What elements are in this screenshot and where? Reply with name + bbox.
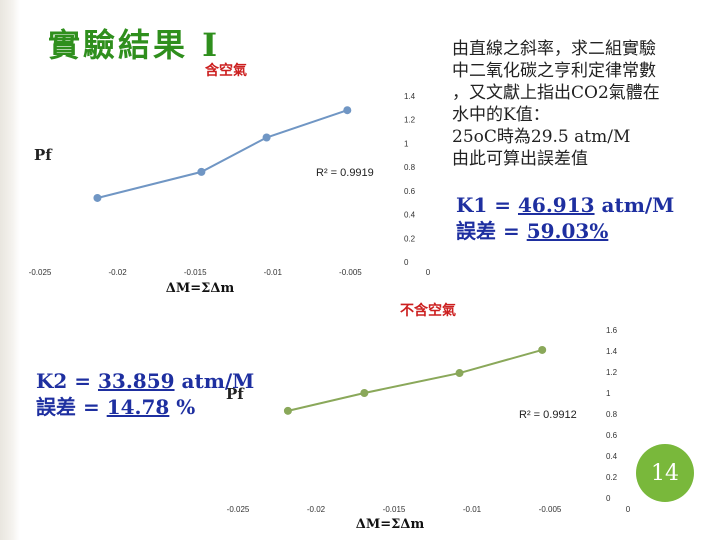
x-tick-label: -0.005 [339,268,362,277]
note-line: 由此可算出誤差值 [452,149,588,169]
data-point [538,345,547,354]
note-line: 中二氧化碳之亨利定律常數 [452,61,656,81]
x-tick-label: 0 [426,268,431,277]
y-tick-label: 1 [404,139,409,148]
x-tick-label: -0.005 [539,505,562,514]
err1-prefix: 誤差 = [456,219,527,243]
y-tick-label: 1.2 [606,368,618,377]
data-point [283,406,292,415]
x-tick-label: -0.015 [184,268,207,277]
data-point [360,389,369,397]
y-tick-label: 0.2 [606,473,618,482]
series-line [287,348,543,412]
x-tick-label: 0 [626,505,631,514]
y-tick-label: 1.6 [606,326,618,335]
data-point [343,106,352,115]
result-k2: K2 = 33.859 atm/M 誤差 = 14.78 % [36,368,254,420]
x-tick-label: -0.02 [108,268,127,277]
k1-prefix: K1 = [456,193,518,217]
note-line: 水中的K值： [452,105,550,125]
y-tick-label: 0 [404,258,409,267]
y-tick-label: 1.4 [404,92,416,101]
slide-edge-decoration [0,0,20,540]
series-line [97,109,348,199]
x-axis-title: ΔM=ΣΔm [166,281,235,296]
x-tick-label: -0.025 [227,505,250,514]
slide-title: 實驗結果 I [48,26,221,64]
x-tick-label: -0.02 [307,505,326,514]
data-point [93,193,102,202]
x-axis-title: ΔM=ΣΔm [356,517,425,532]
chart1-title: 含空氣 [205,63,247,79]
err2-prefix: 誤差 = [36,395,107,419]
y-tick-label: 0.6 [606,431,618,440]
x-tick-label: -0.01 [463,505,482,514]
y-tick-label: 0.4 [606,452,618,461]
err2-value: 14.78 [106,395,170,419]
x-tick-label: -0.025 [29,268,52,277]
r-squared-label: R² = 0.9919 [316,167,374,179]
data-point [262,133,271,142]
k2-unit: atm/M [174,369,255,393]
explanation-note: 由直線之斜率，求二組實驗 中二氧化碳之亨利定律常數 ，又文獻上指出CO2氣體在 … [452,38,712,170]
y-tick-label: 0.6 [404,187,416,196]
result-k1: K1 = 46.913 atm/M 誤差 = 59.03% [456,192,674,244]
err2-unit: % [169,395,196,419]
x-tick-label: -0.015 [383,505,406,514]
y-tick-label: 1.4 [606,347,618,356]
y-tick-label: 0 [606,494,611,503]
data-point [455,369,464,378]
y-tick-label: 0.2 [404,234,416,243]
k1-unit: atm/M [594,193,675,217]
data-point [197,167,206,176]
chart1-ylabel: Pf [34,146,52,164]
k2-prefix: K2 = [36,369,98,393]
err1-value: 59.03% [526,219,609,243]
x-tick-label: -0.01 [264,268,283,277]
note-line: ，又文獻上指出CO2氣體在 [452,83,660,103]
y-tick-label: 0.4 [404,211,416,220]
r-squared-label: R² = 0.9912 [519,409,577,421]
y-tick-label: 0.8 [606,410,618,419]
k2-value: 33.859 [97,369,175,393]
y-tick-label: 0.8 [404,163,416,172]
k1-value: 46.913 [517,193,595,217]
y-tick-label: 1.2 [404,116,416,125]
chart2-title: 不含空氣 [400,303,456,319]
note-line: 25oC時為29.5 atm/M [452,127,631,147]
note-line: 由直線之斜率，求二組實驗 [452,39,656,59]
y-tick-label: 1 [606,389,611,398]
chart2-ylabel: Pf [226,385,244,403]
page-number-badge: 14 [636,444,694,502]
